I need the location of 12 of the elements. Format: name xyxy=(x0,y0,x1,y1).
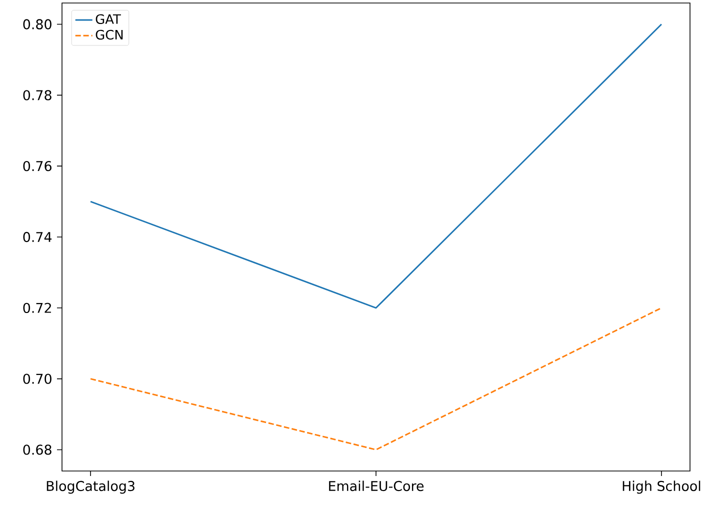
y-tick-label: 0.76 xyxy=(23,161,52,172)
y-tick-label: 0.70 xyxy=(23,374,52,384)
x-tick-label: BlogCatalog3 xyxy=(46,480,134,494)
y-tick-label: 0.68 xyxy=(23,444,52,455)
legend-label: GCN xyxy=(96,30,123,40)
x-tick-label: Email-EU-Core xyxy=(329,480,424,492)
y-tick-label: 0.80 xyxy=(23,19,52,30)
y-tick-label: 0.78 xyxy=(23,90,52,100)
legend-label: GAT xyxy=(96,14,121,24)
y-tick-label: 0.74 xyxy=(23,232,52,242)
x-tick-label: High School xyxy=(622,480,700,494)
y-tick-label: 0.72 xyxy=(23,302,51,313)
